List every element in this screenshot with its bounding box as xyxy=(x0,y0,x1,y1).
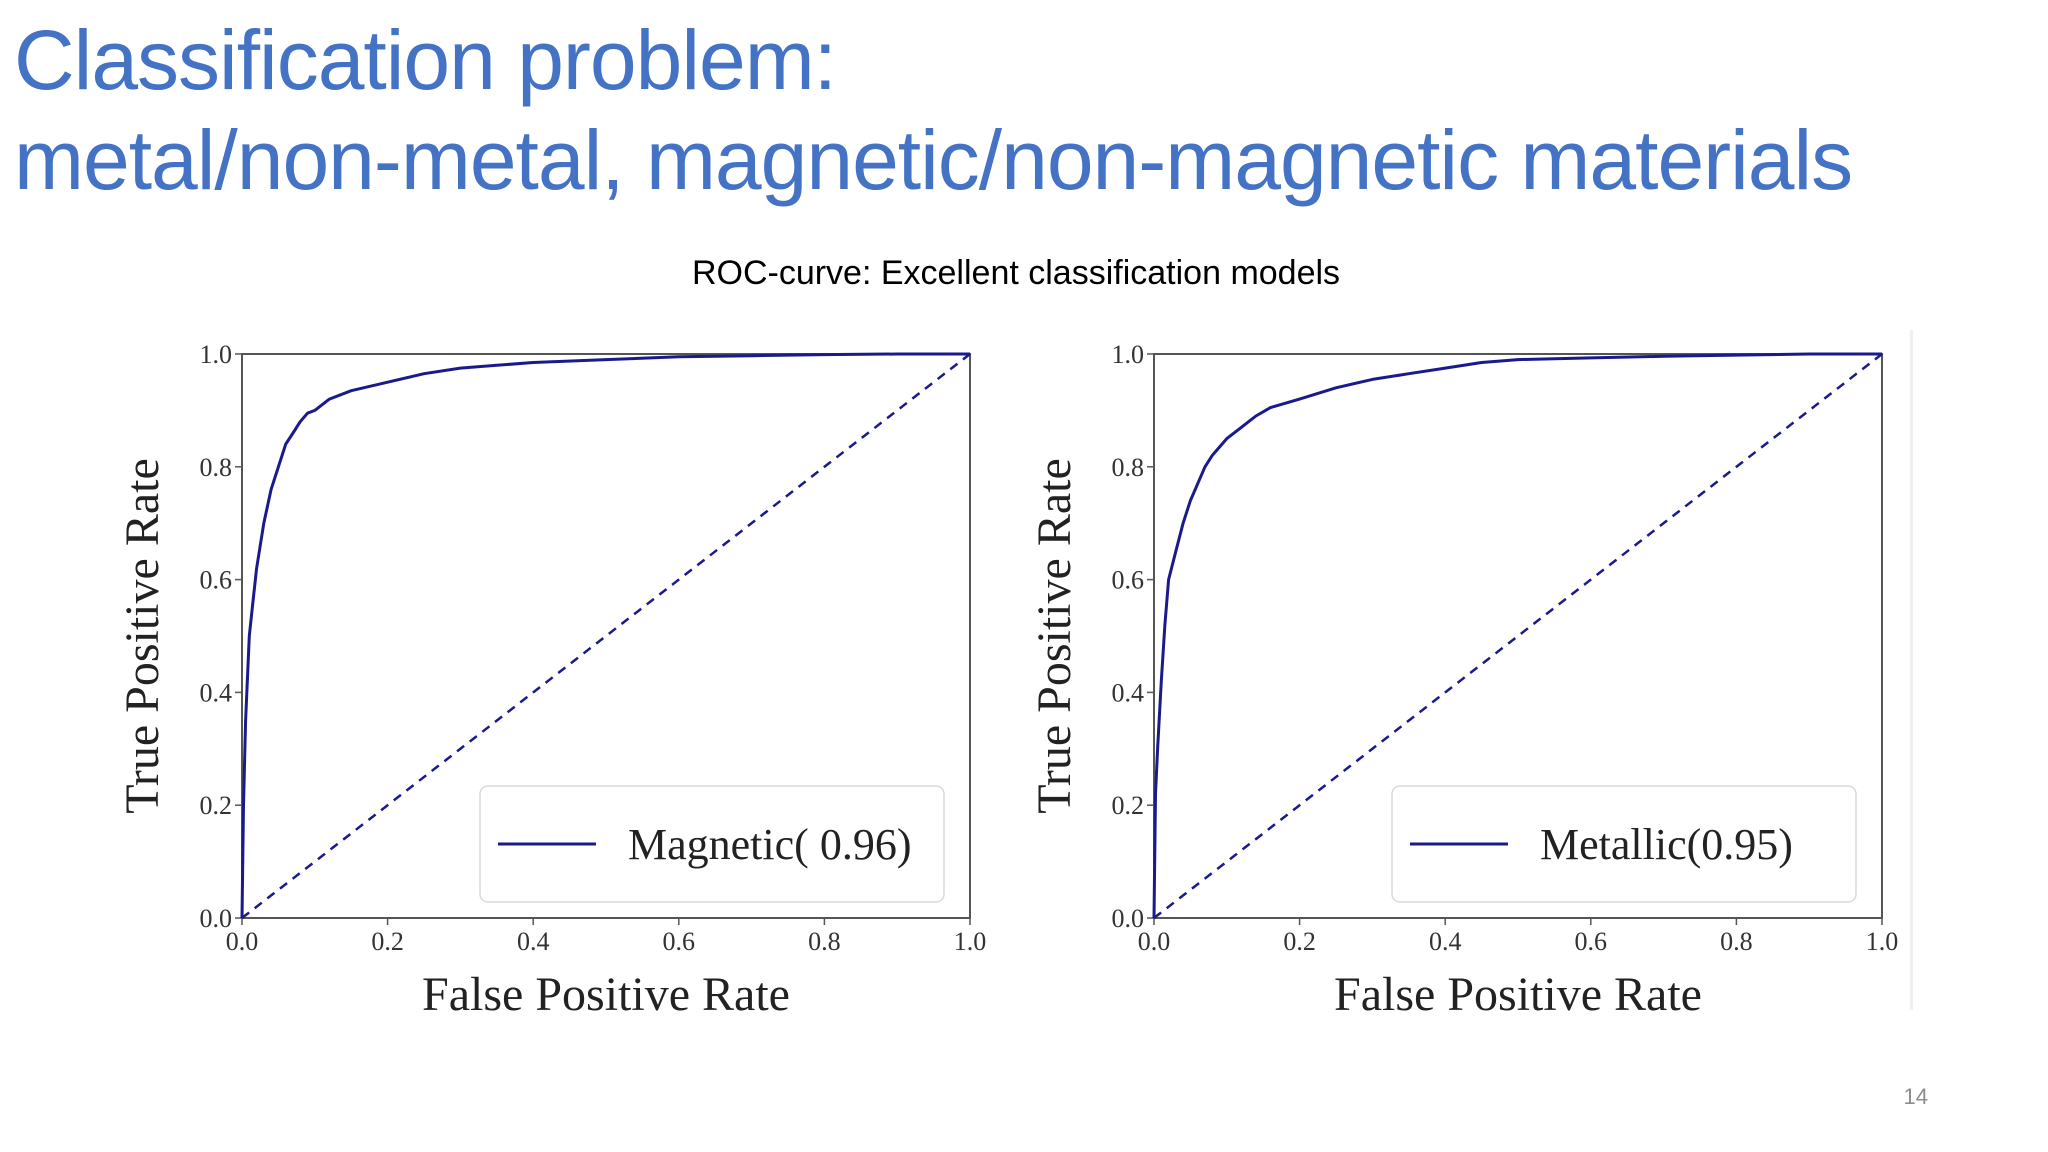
x-tick-label: 0.4 xyxy=(1429,927,1462,956)
y-tick-label: 0.6 xyxy=(200,566,233,595)
y-tick-label: 0.2 xyxy=(1112,791,1145,820)
y-axis-label: True Positive Rate xyxy=(116,458,169,814)
y-tick-label: 0.8 xyxy=(1112,453,1145,482)
legend: Magnetic( 0.96) xyxy=(479,785,945,903)
y-tick-label: 0.4 xyxy=(200,678,233,707)
x-tick-label: 0.8 xyxy=(1720,927,1753,956)
chart-caption: ROC-curve: Excellent classification mode… xyxy=(691,254,1341,292)
figure-divider xyxy=(1910,330,1913,1010)
roc-chart-magnetic: 0.0 0.2 0.4 0.6 0.8 1.0 0.0 0.2 0.4 0.6 0.8 1.0 Fals… xyxy=(116,340,987,1020)
y-tick-label: 0.6 xyxy=(1112,566,1145,595)
roc-curve-line xyxy=(240,352,970,919)
y-tick-label: 0.8 xyxy=(200,453,233,482)
roc-chart-metallic: 0.0 0.2 0.4 0.6 0.8 1.0 0.0 0.2 0.4 0.6 0.8 1.0 Fals… xyxy=(1028,340,1899,1020)
x-axis-label: False Positive Rate xyxy=(1334,968,1702,1020)
x-tick-label: 0.0 xyxy=(1138,927,1171,956)
x-tick-label: 0.6 xyxy=(663,927,696,956)
legend-box xyxy=(1391,785,1857,903)
slide-title: Classification problem: metal/non-metal,… xyxy=(14,10,1853,210)
x-tick-label: 1.0 xyxy=(1866,927,1899,956)
y-tick-label: 1.0 xyxy=(1112,340,1145,369)
legend-label: Metallic(0.95) xyxy=(1540,820,1793,869)
y-tick-label: 0.0 xyxy=(1112,904,1145,933)
slide-title-line-1: Classification problem: xyxy=(14,13,837,107)
x-axis-label: False Positive Rate xyxy=(422,968,790,1020)
y-tick-label: 1.0 xyxy=(200,340,233,369)
y-tick-label: 0.0 xyxy=(200,904,233,933)
legend: Metallic(0.95) xyxy=(1391,785,1857,903)
x-tick-label: 0.2 xyxy=(1283,927,1316,956)
x-tick-label: 0.0 xyxy=(226,927,259,956)
x-tick-label: 0.8 xyxy=(808,927,841,956)
page-number: 14 xyxy=(1903,1084,1928,1109)
x-tick-label: 0.6 xyxy=(1575,927,1608,956)
y-tick-label: 0.2 xyxy=(200,791,233,820)
y-tick-label: 0.4 xyxy=(1112,678,1145,707)
y-axis-label: True Positive Rate xyxy=(1028,458,1081,814)
x-tick-label: 0.4 xyxy=(517,927,550,956)
slide-title-line-2: metal/non-metal, magnetic/non-magnetic m… xyxy=(14,113,1853,207)
roc-curve-line xyxy=(1152,352,1882,919)
legend-box xyxy=(479,785,945,903)
x-tick-label: 1.0 xyxy=(954,927,987,956)
legend-label: Magnetic( 0.96) xyxy=(628,820,911,869)
x-tick-label: 0.2 xyxy=(371,927,404,956)
